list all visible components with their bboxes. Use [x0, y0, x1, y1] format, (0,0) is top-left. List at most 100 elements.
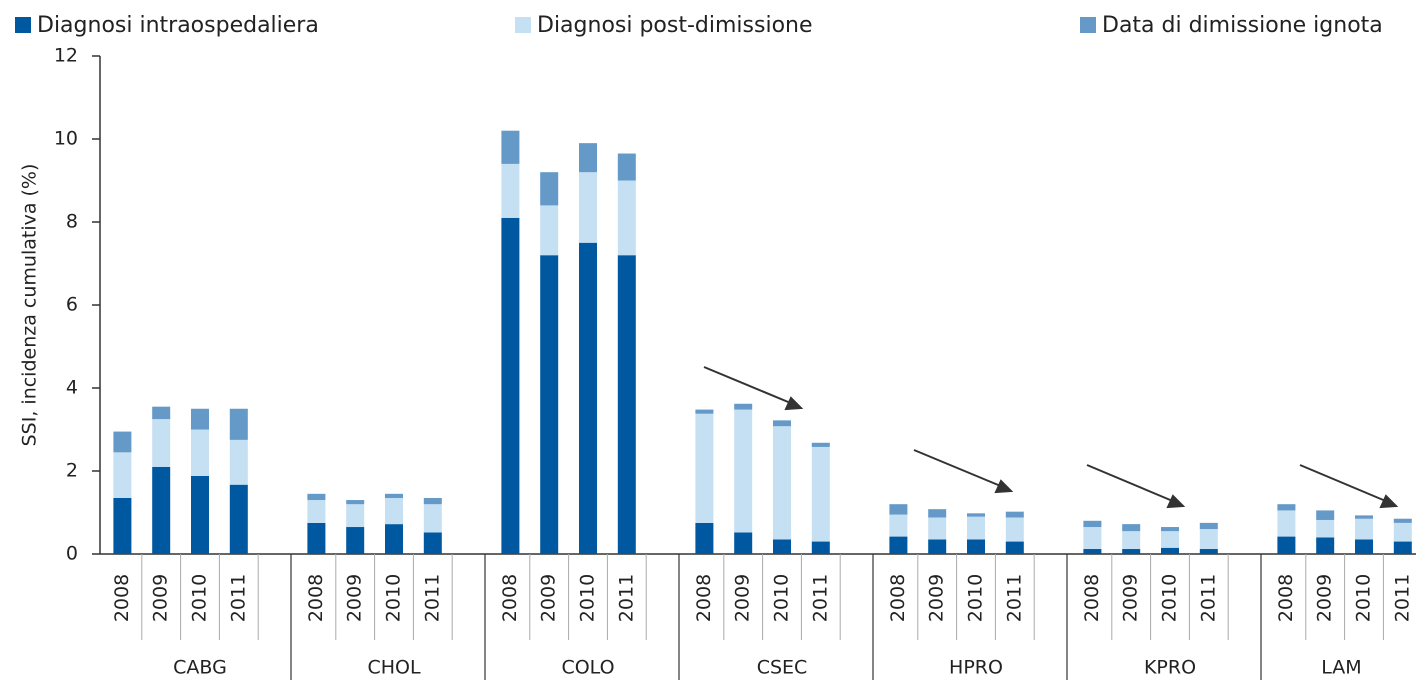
x-tick-label: 2008 — [887, 574, 909, 622]
bar-segment — [346, 500, 365, 505]
y-tick-label: 12 — [54, 45, 78, 67]
legend-label: Diagnosi intraospedaliera — [37, 13, 319, 38]
group-label: LAM — [1321, 657, 1361, 679]
bar-segment — [113, 452, 132, 498]
bar-segment — [967, 513, 985, 517]
bar-segment — [152, 466, 171, 554]
bar-segment — [501, 163, 520, 218]
group-label: CSEC — [757, 657, 808, 679]
bar-segment — [1161, 547, 1179, 554]
bar-segment — [346, 527, 365, 554]
group-label: CABG — [173, 657, 227, 679]
bar-segment — [1277, 536, 1296, 554]
x-tick-label: 2011 — [1003, 574, 1025, 622]
bar-segment — [889, 536, 908, 554]
y-tick-label: 6 — [66, 294, 78, 316]
bar-segment — [1161, 527, 1179, 532]
bar-segment — [967, 516, 985, 540]
y-axis-label: SSI, incidenza cumulativa (%) — [19, 164, 41, 447]
bar-segment — [113, 497, 132, 554]
bar-segment — [695, 409, 714, 414]
bar-segment — [617, 180, 636, 256]
bar-segment — [1393, 522, 1412, 542]
bar-segment — [191, 408, 209, 430]
bar-segment — [1005, 511, 1024, 518]
x-tick-label: 2009 — [150, 574, 172, 622]
bar-segment — [811, 442, 830, 447]
bar-segment — [734, 532, 753, 554]
legend-label: Data di dimissione ignota — [1102, 13, 1383, 38]
x-tick-label: 2009 — [926, 574, 948, 622]
bar-segment — [229, 408, 248, 440]
legend-swatch — [1080, 17, 1096, 33]
bar-segment — [773, 539, 791, 554]
y-tick-label: 8 — [66, 211, 78, 233]
legend-swatch — [15, 17, 31, 33]
x-tick-label: 2009 — [538, 574, 560, 622]
x-tick-label: 2009 — [344, 574, 366, 622]
x-tick-label: 2010 — [965, 574, 987, 622]
x-tick-label: 2011 — [809, 574, 831, 622]
bar-segment — [1005, 517, 1024, 542]
bar-segment — [1083, 520, 1102, 528]
bar-segment — [1393, 518, 1412, 523]
bar-segment — [734, 409, 753, 533]
bar-segment — [423, 532, 442, 554]
bar-segment — [889, 514, 908, 537]
bar-segment — [1316, 510, 1335, 520]
bar-segment — [695, 522, 714, 554]
bar-segment — [617, 153, 636, 181]
bar-segment — [191, 475, 209, 554]
x-tick-label: 2008 — [1275, 574, 1297, 622]
x-tick-label: 2010 — [189, 574, 211, 622]
bar-segment — [501, 217, 520, 554]
bar-segment — [928, 509, 947, 518]
bar-segment — [773, 420, 791, 427]
bar-segment — [1083, 549, 1102, 554]
group-label: COLO — [561, 657, 614, 679]
y-tick-label: 10 — [54, 128, 78, 150]
bar-segment — [1199, 529, 1218, 550]
bar-segment — [928, 539, 947, 554]
x-tick-label: 2010 — [771, 574, 793, 622]
bar-segment — [307, 500, 326, 523]
bar-segment — [229, 484, 248, 554]
bar-segment — [423, 497, 442, 505]
x-tick-label: 2009 — [1314, 574, 1336, 622]
bar-segment — [811, 446, 830, 542]
group-label: KPRO — [1144, 657, 1196, 679]
x-tick-label: 2008 — [499, 574, 521, 622]
x-tick-label: 2009 — [732, 574, 754, 622]
bar-segment — [617, 255, 636, 554]
x-tick-label: 2010 — [1159, 574, 1181, 622]
bar-segment — [385, 524, 403, 554]
bar-segment — [113, 431, 132, 453]
y-tick-label: 0 — [66, 543, 78, 565]
bar-segment — [385, 497, 403, 525]
bar-segment — [307, 522, 326, 554]
bar-segment — [229, 439, 248, 485]
bar-segment — [1083, 527, 1102, 550]
bar-segment — [1316, 519, 1335, 538]
bar-segment — [1122, 524, 1141, 532]
bar-segment — [1122, 531, 1141, 550]
bar-segment — [579, 242, 597, 554]
group-label: CHOL — [367, 657, 421, 679]
bar-segment — [579, 143, 597, 173]
bar-segment — [695, 413, 714, 523]
x-tick-label: 2008 — [305, 574, 327, 622]
bar-segment — [423, 504, 442, 533]
bar-segment — [501, 130, 520, 164]
bar-segment — [1393, 541, 1412, 554]
bar-segment — [540, 172, 559, 206]
bar-segment — [385, 493, 403, 498]
x-tick-label: 2010 — [1353, 574, 1375, 622]
bar-segment — [1199, 522, 1218, 530]
bar-segment — [540, 255, 559, 554]
bar-segment — [1277, 510, 1296, 537]
x-tick-label: 2008 — [693, 574, 715, 622]
bar-segment — [1199, 549, 1218, 554]
bar-segment — [152, 419, 171, 467]
bar-segment — [1122, 549, 1141, 554]
bar-segment — [889, 504, 908, 515]
